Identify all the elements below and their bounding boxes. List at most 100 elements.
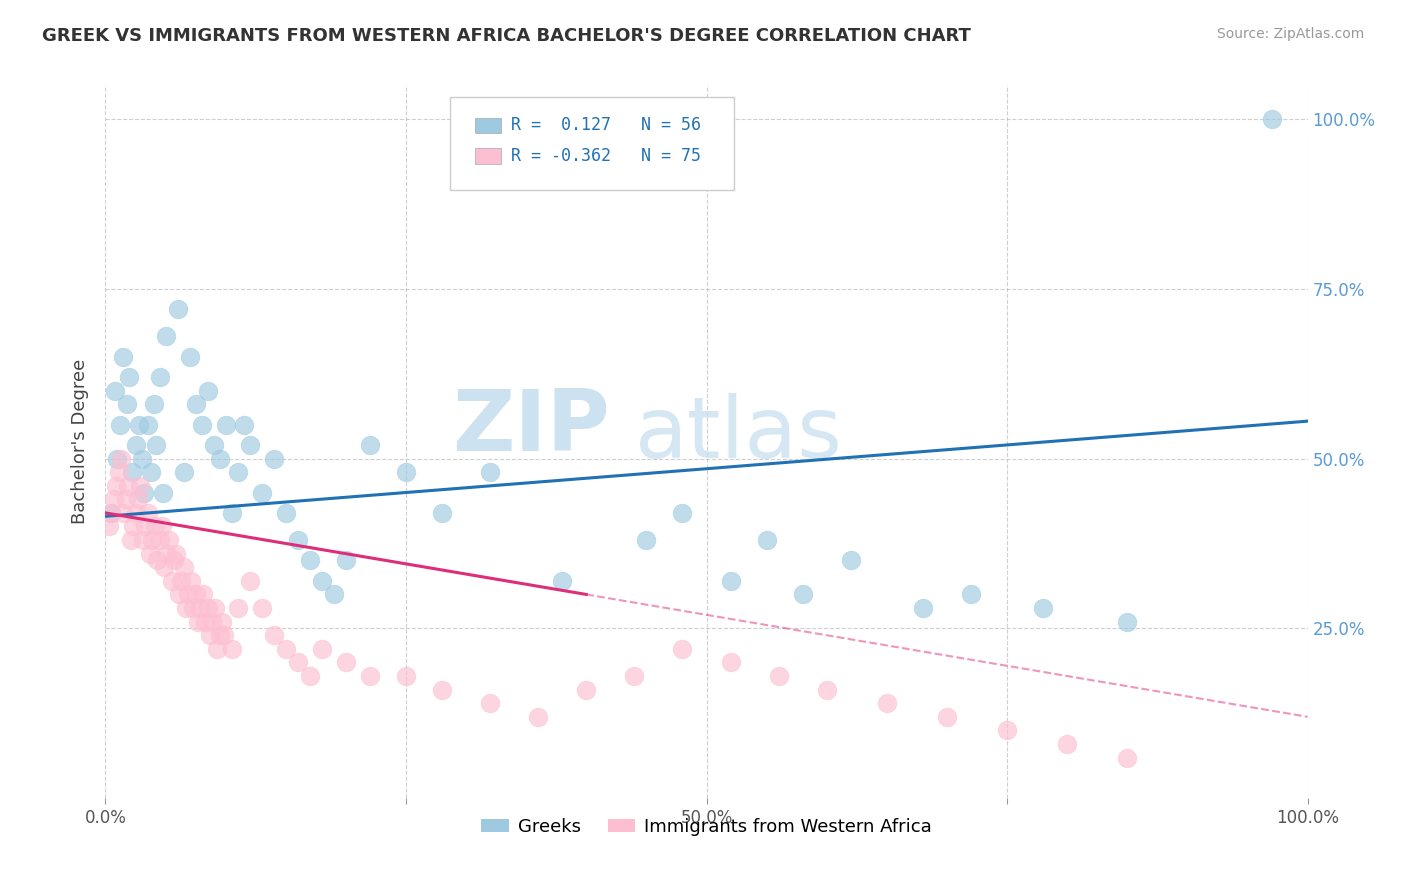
Text: GREEK VS IMMIGRANTS FROM WESTERN AFRICA BACHELOR'S DEGREE CORRELATION CHART: GREEK VS IMMIGRANTS FROM WESTERN AFRICA … <box>42 27 972 45</box>
Point <box>134 519 156 533</box>
Point <box>156 547 179 561</box>
Point <box>208 628 231 642</box>
Point <box>197 601 219 615</box>
Point <box>839 553 862 567</box>
Point <box>204 601 226 615</box>
Point <box>115 397 138 411</box>
Legend: Greeks, Immigrants from Western Africa: Greeks, Immigrants from Western Africa <box>474 811 939 843</box>
Point <box>157 533 180 547</box>
Point <box>211 615 233 629</box>
Point <box>112 506 135 520</box>
Point <box>110 451 132 466</box>
Point <box>131 451 153 466</box>
Point <box>167 587 190 601</box>
Point <box>107 465 129 479</box>
Point <box>108 417 131 432</box>
Point <box>395 465 418 479</box>
Point <box>112 350 135 364</box>
Point <box>1056 737 1078 751</box>
Point <box>623 669 645 683</box>
Point <box>100 506 122 520</box>
Point <box>141 533 163 547</box>
Point <box>120 533 142 547</box>
Point <box>127 492 149 507</box>
Point <box>190 601 212 615</box>
Point <box>117 479 139 493</box>
Text: ZIP: ZIP <box>453 385 610 469</box>
Point <box>551 574 574 588</box>
Point <box>430 682 453 697</box>
Point <box>221 641 243 656</box>
Point <box>128 417 150 432</box>
Point <box>174 601 197 615</box>
Point <box>177 587 200 601</box>
Point <box>322 587 344 601</box>
Point <box>815 682 838 697</box>
Point <box>298 553 321 567</box>
Point <box>165 547 187 561</box>
Point <box>152 485 174 500</box>
Point <box>107 451 129 466</box>
Bar <box>474 148 501 164</box>
Point <box>136 417 159 432</box>
Point <box>207 641 229 656</box>
Point <box>150 519 173 533</box>
Point <box>1116 750 1139 764</box>
Point <box>274 641 297 656</box>
Point <box>104 384 127 398</box>
Point <box>575 682 598 697</box>
Point <box>194 615 217 629</box>
Point <box>298 669 321 683</box>
Point <box>155 329 177 343</box>
Point <box>239 438 262 452</box>
Text: R = -0.362   N = 75: R = -0.362 N = 75 <box>510 147 700 165</box>
Point <box>121 465 143 479</box>
Point <box>221 506 243 520</box>
Point <box>105 479 128 493</box>
Point <box>163 553 186 567</box>
Point <box>181 601 204 615</box>
FancyBboxPatch shape <box>450 97 734 190</box>
Point <box>115 492 138 507</box>
Point <box>911 601 934 615</box>
Point <box>876 696 898 710</box>
Point <box>311 574 333 588</box>
Point <box>479 696 502 710</box>
Point <box>190 417 212 432</box>
Bar <box>474 118 501 133</box>
Point <box>148 370 170 384</box>
Point <box>239 574 262 588</box>
Point <box>136 506 159 520</box>
Point <box>191 587 214 601</box>
Point <box>232 417 254 432</box>
Y-axis label: Bachelor's Degree: Bachelor's Degree <box>72 359 90 524</box>
Point <box>139 465 162 479</box>
Point <box>100 506 122 520</box>
Point <box>153 560 176 574</box>
Point <box>124 506 146 520</box>
Text: Source: ZipAtlas.com: Source: ZipAtlas.com <box>1216 27 1364 41</box>
Point <box>1260 112 1282 126</box>
Point <box>359 438 381 452</box>
Point <box>636 533 658 547</box>
Point <box>142 397 165 411</box>
Point <box>936 710 959 724</box>
Point <box>214 628 236 642</box>
Point <box>143 519 166 533</box>
Point <box>226 601 249 615</box>
Point <box>139 547 162 561</box>
Point <box>198 628 221 642</box>
Point <box>755 533 778 547</box>
Point <box>263 628 285 642</box>
Point <box>274 506 297 520</box>
Point <box>118 370 141 384</box>
Point <box>479 465 502 479</box>
Point <box>173 560 195 574</box>
Point <box>287 533 309 547</box>
Point <box>226 465 249 479</box>
Point <box>201 615 224 629</box>
Point <box>214 417 236 432</box>
Point <box>287 656 309 670</box>
Point <box>187 615 209 629</box>
Text: R =  0.127   N = 56: R = 0.127 N = 56 <box>510 117 700 135</box>
